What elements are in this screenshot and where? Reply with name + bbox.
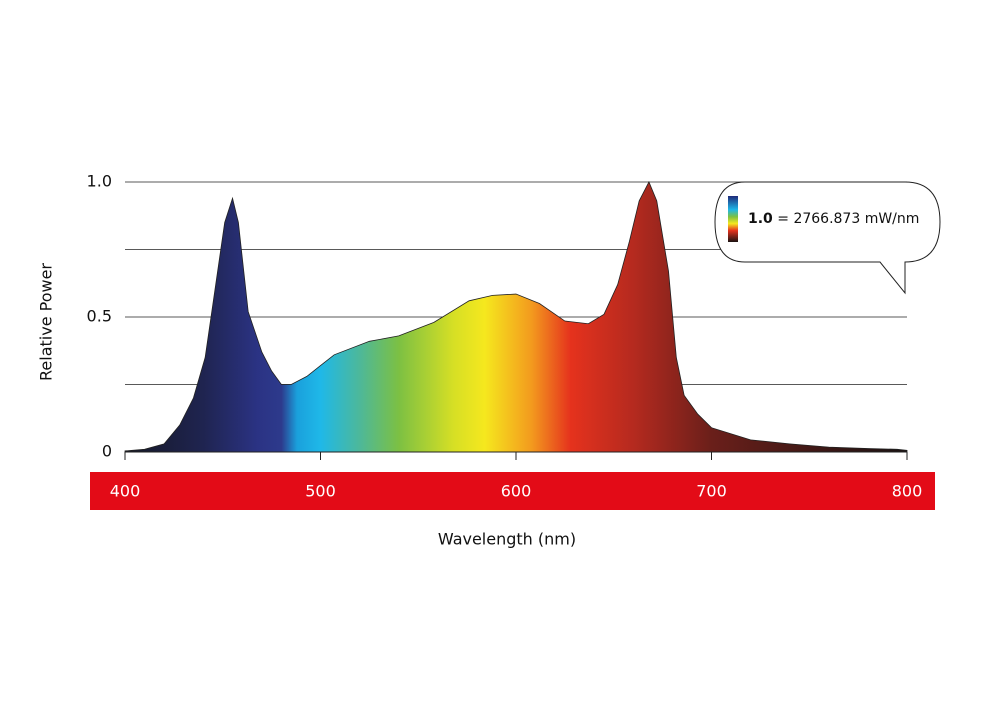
x-axis-band [90, 472, 935, 510]
x-tick-label: 600 [501, 482, 532, 501]
y-axis-title: Relative Power [37, 263, 56, 381]
callout-key: 1.0 [748, 211, 773, 227]
y-tick-label: 0 [102, 442, 112, 461]
x-axis-title: Wavelength (nm) [438, 530, 576, 549]
x-tick-label: 800 [892, 482, 923, 501]
x-tick-label: 400 [110, 482, 141, 501]
callout-value: = 2766.873 mW/nm [777, 211, 919, 227]
y-tick-label: 1.0 [87, 172, 112, 191]
x-tick-label: 700 [696, 482, 727, 501]
x-tick-label: 500 [305, 482, 336, 501]
y-tick-label: 0.5 [87, 307, 112, 326]
callout-text: 1.0 = 2766.873 mW/nm [748, 211, 919, 227]
spectrum-area [124, 181, 908, 453]
callout-key-bar [728, 196, 738, 242]
callout-bubble [714, 181, 941, 295]
